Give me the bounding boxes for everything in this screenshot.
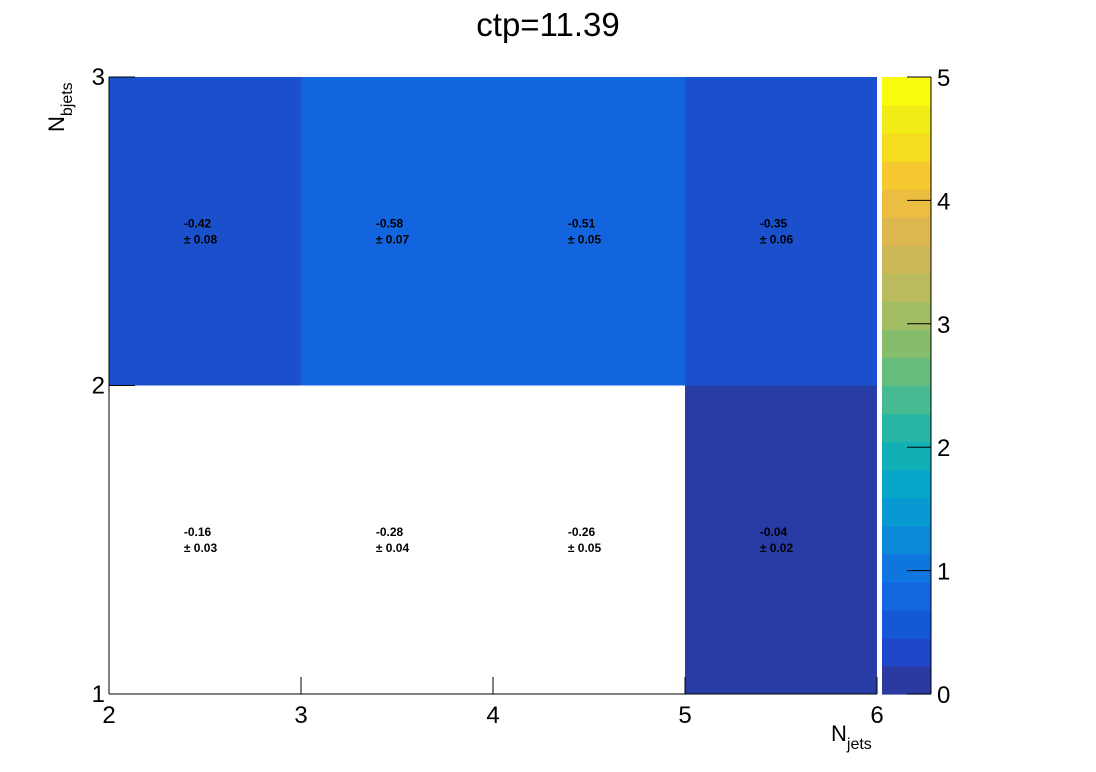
heatmap-cell (685, 385, 877, 694)
y-tick-label: 3 (92, 64, 105, 91)
x-axis-label-main: N (831, 721, 847, 746)
cell-error-label: ± 0.07 (376, 232, 410, 246)
palette-swatch (882, 469, 931, 499)
heatmap-cell (493, 385, 685, 694)
x-tick-label: 2 (102, 702, 115, 729)
cell-value-label: -0.58 (376, 216, 404, 230)
cell-error-label: ± 0.05 (568, 232, 602, 246)
palette-swatch (882, 133, 931, 162)
cell-value-label: -0.04 (760, 525, 788, 539)
cell-value-label: -0.35 (760, 216, 788, 230)
palette-swatch (882, 105, 931, 134)
x-tick-label: 4 (486, 702, 499, 729)
y-axis-label-main: N (44, 116, 69, 132)
palette-swatch (882, 161, 931, 190)
palette-swatch (882, 581, 931, 611)
x-tick-label: 5 (678, 702, 691, 729)
palette-swatch (882, 525, 931, 555)
palette-tick-label: 3 (937, 312, 950, 339)
palette-swatch (882, 189, 931, 218)
palette-swatch (882, 357, 931, 387)
y-axis-label-sub: bjets (59, 82, 76, 116)
cell-value-label: -0.16 (184, 525, 212, 539)
palette-swatch (882, 245, 931, 274)
palette-swatch (882, 637, 931, 667)
palette-swatch (882, 385, 931, 415)
x-tick-label: 6 (870, 702, 883, 729)
palette-swatch (882, 217, 931, 246)
cell-value-label: -0.28 (376, 525, 404, 539)
palette-swatch (882, 329, 931, 359)
x-tick-label: 3 (294, 702, 307, 729)
chart-title: ctp=11.39 (476, 6, 619, 43)
cell-labels: -0.42 ± 0.08 -0.58 ± 0.07 -0.51 ± 0.05 -0.35 ± … (184, 216, 794, 555)
cell-error-label: ± 0.02 (760, 541, 794, 555)
cell-value-label: -0.26 (568, 525, 596, 539)
heatmap-cell (493, 77, 685, 386)
heatmap-cell (109, 385, 301, 694)
x-axis-label: Njets (831, 721, 872, 753)
palette-swatch (882, 665, 931, 695)
palette-swatch (882, 273, 931, 302)
heatmap-cell (301, 77, 493, 386)
heatmap-cell (301, 385, 493, 694)
cell-value-label: -0.51 (568, 216, 596, 230)
palette-tick-label: 0 (937, 682, 950, 709)
heatmap-cell (109, 77, 301, 386)
cell-value-label: -0.42 (184, 216, 212, 230)
heatmap-cell (685, 77, 877, 386)
palette-swatch (882, 441, 931, 471)
cell-error-label: ± 0.06 (760, 232, 794, 246)
x-axis-label-sub: jets (846, 736, 872, 753)
palette-tick-label: 2 (937, 435, 950, 462)
y-tick-label: 1 (92, 681, 105, 708)
palette-swatch (882, 413, 931, 443)
palette-swatch (882, 77, 931, 106)
palette-swatch (882, 301, 931, 331)
palette-tick-label: 5 (937, 65, 950, 92)
palette-tick-label: 4 (937, 188, 950, 215)
cell-error-label: ± 0.03 (184, 541, 218, 555)
cell-error-label: ± 0.08 (184, 232, 218, 246)
palette-tick-label: 1 (937, 559, 950, 586)
palette-swatch (882, 609, 931, 639)
color-palette (882, 77, 931, 695)
heatmap-cells (109, 77, 877, 694)
cell-error-label: ± 0.05 (568, 541, 602, 555)
y-tick-label: 2 (92, 373, 105, 400)
palette-swatch (882, 553, 931, 583)
palette-swatch (882, 497, 931, 527)
y-axis-label: Nbjets (44, 82, 76, 132)
ticks (108, 76, 931, 695)
cell-error-label: ± 0.04 (376, 541, 410, 555)
